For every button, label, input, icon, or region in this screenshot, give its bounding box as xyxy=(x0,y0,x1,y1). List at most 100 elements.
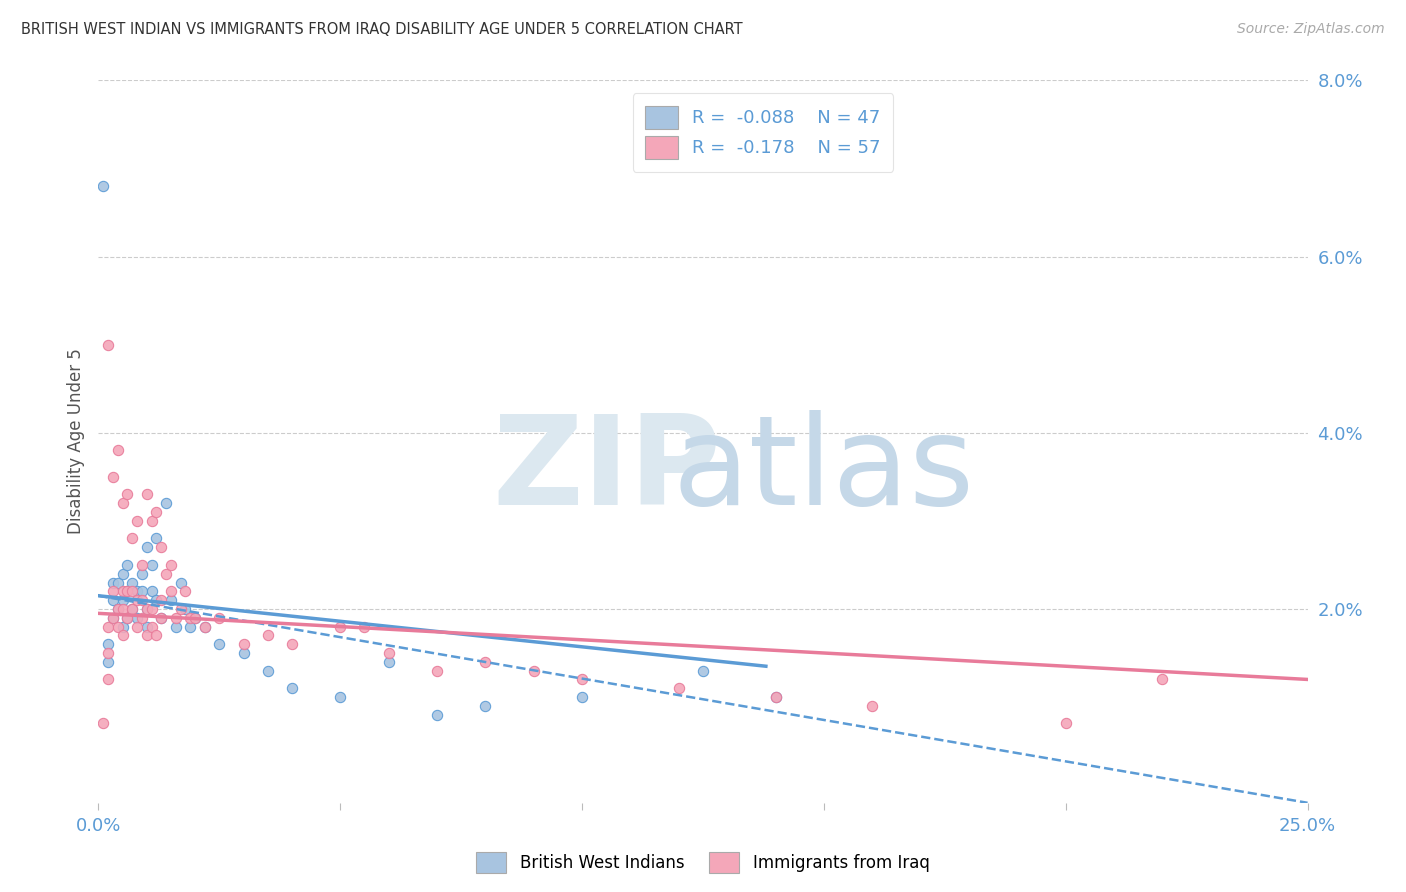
Point xyxy=(256,664,278,678)
Point xyxy=(208,637,231,651)
Point xyxy=(474,655,496,669)
Legend: British West Indians, Immigrants from Iraq: British West Indians, Immigrants from Ir… xyxy=(470,846,936,880)
Point xyxy=(194,619,217,633)
Point xyxy=(474,698,496,713)
Point xyxy=(141,558,163,572)
Point xyxy=(107,443,129,458)
Point xyxy=(97,637,120,651)
Point xyxy=(91,179,114,194)
Point xyxy=(101,575,124,590)
Point xyxy=(141,584,163,599)
Point xyxy=(860,698,883,713)
Point xyxy=(145,593,167,607)
Point xyxy=(169,575,191,590)
Point xyxy=(1152,673,1174,687)
Point xyxy=(117,611,139,625)
Legend: R =  -0.088    N = 47, R =  -0.178    N = 57: R = -0.088 N = 47, R = -0.178 N = 57 xyxy=(633,93,893,172)
Point xyxy=(101,611,124,625)
Point xyxy=(150,611,173,625)
Point xyxy=(377,646,399,660)
Point xyxy=(127,514,149,528)
Point xyxy=(107,575,129,590)
Point xyxy=(426,664,449,678)
Point xyxy=(281,637,304,651)
Point xyxy=(145,628,167,642)
Point xyxy=(127,619,149,633)
Point xyxy=(329,690,352,704)
Point xyxy=(668,681,690,696)
Point xyxy=(117,487,139,501)
Point xyxy=(150,593,173,607)
Point xyxy=(111,584,134,599)
Point xyxy=(194,619,217,633)
Point xyxy=(97,337,120,351)
Point xyxy=(765,690,787,704)
Point xyxy=(426,707,449,722)
Point xyxy=(571,673,593,687)
Point xyxy=(692,664,714,678)
Point xyxy=(160,593,183,607)
Point xyxy=(155,566,177,581)
Point xyxy=(135,619,157,633)
Y-axis label: Disability Age Under 5: Disability Age Under 5 xyxy=(66,349,84,534)
Point xyxy=(121,532,143,546)
Point xyxy=(121,602,143,616)
Point xyxy=(97,619,120,633)
Point xyxy=(97,646,120,660)
Point xyxy=(135,541,157,555)
Point xyxy=(101,584,124,599)
Point xyxy=(208,611,231,625)
Point xyxy=(107,619,129,633)
Point xyxy=(101,593,124,607)
Point xyxy=(135,602,157,616)
Point xyxy=(127,611,149,625)
Point xyxy=(765,690,787,704)
Point xyxy=(131,558,153,572)
Point xyxy=(111,566,134,581)
Point xyxy=(353,619,375,633)
Text: Source: ZipAtlas.com: Source: ZipAtlas.com xyxy=(1237,22,1385,37)
Point xyxy=(155,496,177,510)
Point xyxy=(91,716,114,731)
Point xyxy=(184,611,207,625)
Point xyxy=(135,628,157,642)
Point xyxy=(121,575,143,590)
Point xyxy=(141,619,163,633)
Point xyxy=(131,566,153,581)
Point xyxy=(150,611,173,625)
Point xyxy=(111,628,134,642)
Point xyxy=(97,655,120,669)
Point xyxy=(97,673,120,687)
Point xyxy=(523,664,546,678)
Point xyxy=(165,619,187,633)
Point xyxy=(101,470,124,484)
Point xyxy=(131,593,153,607)
Point xyxy=(179,619,201,633)
Point xyxy=(121,602,143,616)
Point xyxy=(377,655,399,669)
Point xyxy=(117,611,139,625)
Point xyxy=(101,611,124,625)
Point xyxy=(107,602,129,616)
Point xyxy=(571,690,593,704)
Point xyxy=(117,558,139,572)
Point xyxy=(135,602,157,616)
Point xyxy=(111,619,134,633)
Point xyxy=(111,602,134,616)
Text: BRITISH WEST INDIAN VS IMMIGRANTS FROM IRAQ DISABILITY AGE UNDER 5 CORRELATION C: BRITISH WEST INDIAN VS IMMIGRANTS FROM I… xyxy=(21,22,742,37)
Point xyxy=(127,593,149,607)
Point xyxy=(281,681,304,696)
Point xyxy=(1054,716,1077,731)
Point xyxy=(174,584,197,599)
Point xyxy=(141,602,163,616)
Point xyxy=(117,584,139,599)
Point xyxy=(135,487,157,501)
Point xyxy=(121,584,143,599)
Point xyxy=(160,558,183,572)
Point xyxy=(141,514,163,528)
Point xyxy=(165,611,187,625)
Point xyxy=(160,584,183,599)
Text: ZIP: ZIP xyxy=(492,410,721,531)
Point xyxy=(145,532,167,546)
Point xyxy=(150,541,173,555)
